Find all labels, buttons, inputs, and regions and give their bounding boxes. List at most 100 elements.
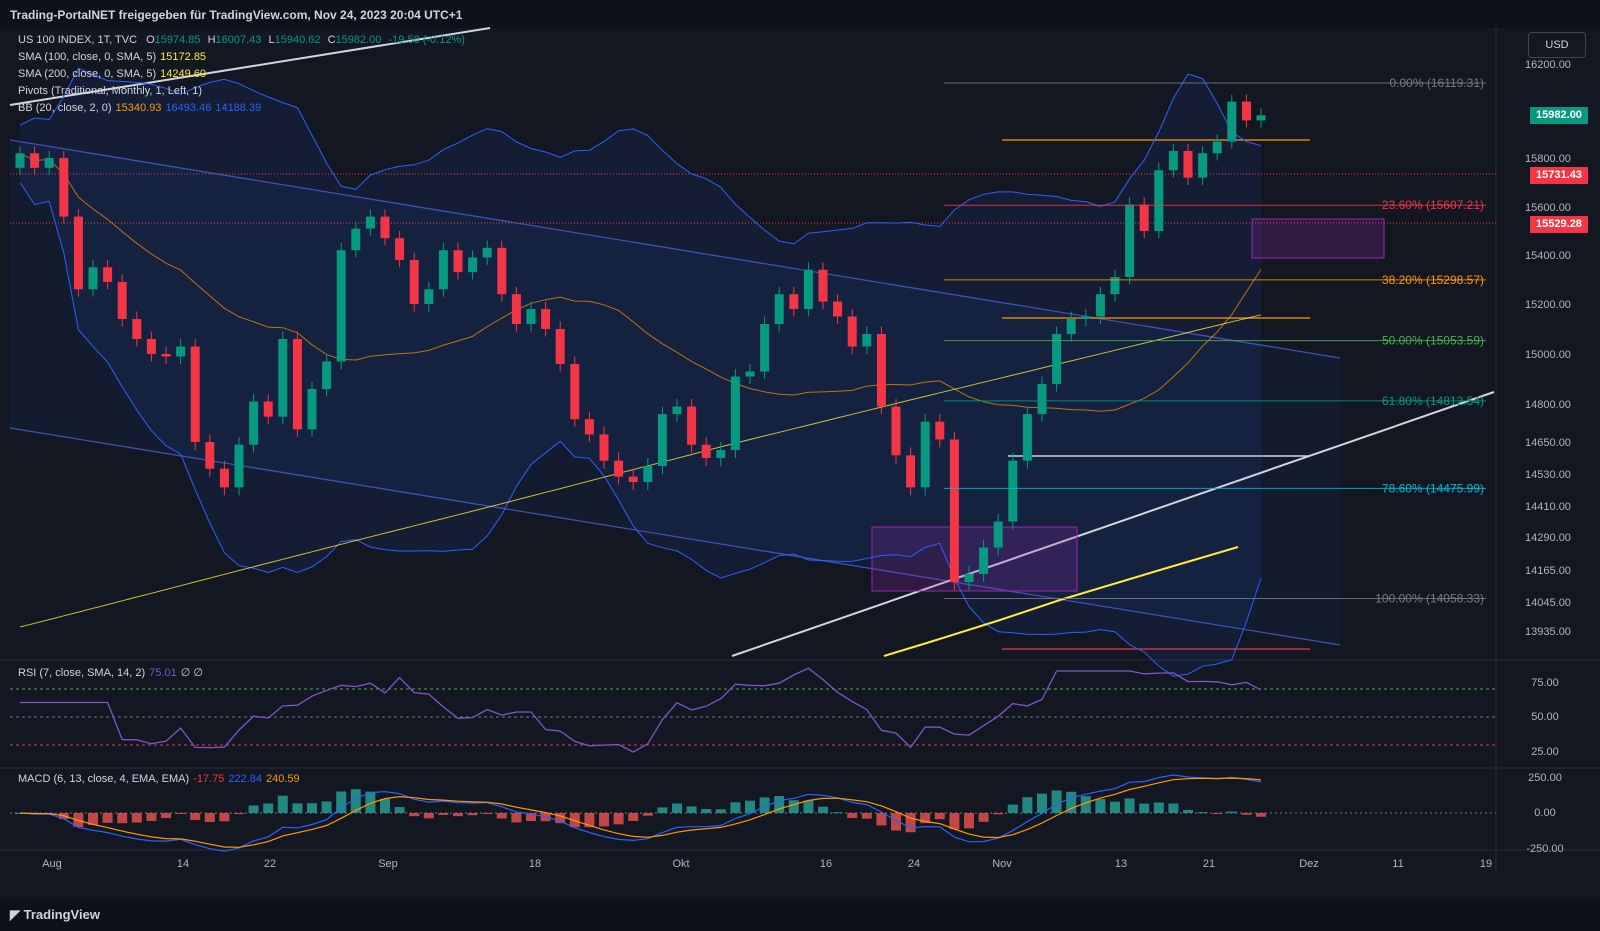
price-axis-label: 14290.00	[1525, 532, 1571, 544]
candle-body	[1227, 101, 1237, 142]
candle-body	[701, 444, 711, 458]
candle-body	[307, 389, 317, 430]
macd-histogram-bar	[1007, 804, 1018, 813]
legend-sma100: SMA (100, close, 0, SMA, 5) 15172.85	[18, 51, 206, 63]
time-axis-label: Sep	[378, 858, 398, 870]
candle-body	[935, 421, 945, 440]
legend-rsi: RSI (7, close, SMA, 14, 2) 75.01 ∅ ∅	[18, 666, 203, 679]
macd-histogram-bar	[1022, 797, 1033, 813]
candle-body	[351, 228, 361, 251]
macd-histogram-bar	[628, 813, 639, 822]
macd-histogram-bar	[832, 812, 843, 814]
legend-o-label: O	[146, 34, 155, 46]
macd-histogram-bar	[891, 813, 901, 831]
time-axis-label: Nov	[992, 858, 1012, 870]
macd-histogram-bar	[701, 809, 712, 813]
candle-body	[336, 250, 346, 362]
candle-body	[380, 216, 390, 239]
macd-histogram-bar	[1226, 811, 1237, 813]
macd-histogram-bar	[788, 800, 799, 813]
sma100-label: SMA (100, close, 0, SMA, 5)	[18, 51, 157, 63]
macd-axis-label: 250.00	[1528, 772, 1562, 784]
macd-histogram-bar	[1256, 813, 1266, 817]
candle-body	[891, 406, 901, 456]
zone-box-lower	[871, 526, 1078, 592]
candle-body	[176, 346, 186, 357]
macd-histogram-bar	[336, 791, 347, 813]
macd-histogram-bar	[1183, 809, 1193, 813]
tradingview-logo-icon: ◤	[10, 907, 24, 922]
macd-histogram-bar	[409, 813, 420, 817]
bollinger-upper-line	[19, 67, 1262, 245]
macd-histogram-bar	[277, 795, 288, 813]
legend-bb: BB (20, close, 2, 0) 15340.93 16493.46 1418…	[18, 102, 261, 114]
candle-body	[263, 401, 273, 417]
macd-line	[19, 774, 1262, 852]
macd-pane	[10, 774, 1496, 852]
macd-histogram-bar	[1124, 798, 1135, 813]
candle-body	[876, 334, 886, 407]
macd-histogram-bar	[438, 813, 449, 815]
price-tag: 15731.43	[1530, 166, 1588, 184]
bollinger-basis-line	[19, 152, 1262, 412]
candle-body	[1052, 334, 1062, 384]
candle-body	[862, 334, 872, 347]
candle-body	[365, 216, 375, 229]
currency-button[interactable]: USD	[1528, 32, 1586, 58]
candle-body	[920, 421, 930, 488]
candle-body	[73, 216, 83, 290]
candle-body	[803, 269, 813, 309]
chart-canvas[interactable]: 0.00% (16119.31) 23.60% (15607.21) 38.20% …	[0, 0, 1600, 900]
candle-body	[1256, 115, 1266, 121]
candle-body	[132, 319, 142, 339]
candle-body	[906, 455, 916, 488]
grid	[0, 28, 1600, 870]
legend-l-label: L	[268, 34, 275, 46]
candle-body	[161, 354, 171, 357]
bb-lower: 14188.39	[215, 102, 262, 114]
macd-histogram-bar	[496, 813, 507, 819]
legend-sma200: SMA (200, close, 0, SMA, 5) 14249.60	[18, 68, 206, 80]
macd-histogram-bar	[1197, 812, 1208, 814]
candle-body	[15, 153, 25, 168]
rsi-axis-label: 75.00	[1531, 677, 1559, 689]
time-axis-label: 13	[1115, 858, 1127, 870]
time-axis-label: 16	[820, 858, 832, 870]
trend-line-top	[9, 27, 491, 106]
rsi-extra: ∅ ∅	[180, 667, 203, 679]
macd-histogram-bar	[730, 802, 741, 813]
macd-histogram-bar	[1051, 790, 1062, 813]
macd-histogram-bar	[584, 813, 595, 828]
fibonacci-levels: 0.00% (16119.31) 23.60% (15607.21) 38.20% …	[944, 76, 1486, 605]
rsi-pane	[10, 667, 1496, 753]
macd-histogram-bar	[263, 803, 274, 813]
macd-histogram-bar	[759, 797, 770, 813]
macd-histogram-bar	[234, 813, 244, 815]
candle-body	[497, 247, 507, 295]
candle-body	[1095, 294, 1105, 317]
candle-body	[541, 309, 551, 329]
legend-pivots: Pivots (Traditional, Monthly, 1, Left, 1…	[18, 85, 202, 97]
fib-level-label: 100.00% (14058.33)	[1375, 591, 1484, 605]
candle-body	[1183, 150, 1193, 178]
macd-histogram-bar	[175, 813, 186, 814]
macd-histogram-bar	[686, 806, 697, 813]
macd-histogram-bar	[1153, 802, 1164, 813]
macd-histogram-bar	[847, 813, 858, 819]
candle-body	[424, 289, 434, 304]
candle-body	[979, 547, 989, 574]
macd-histogram-bar	[818, 806, 828, 813]
candle-body	[482, 247, 492, 258]
macd-histogram-bar	[292, 803, 303, 813]
candle-body	[657, 414, 667, 466]
price-axis-label: 14045.00	[1525, 597, 1571, 609]
candle-body	[1022, 414, 1032, 461]
candle-body	[278, 339, 288, 417]
rsi-value: 75.01	[149, 667, 177, 679]
time-axis-label: 24	[908, 858, 920, 870]
sma200-value: 14249.60	[160, 68, 207, 80]
tradingview-brand: TradingView	[23, 907, 100, 922]
candle-body	[438, 250, 448, 290]
macd-histogram-bar	[365, 791, 376, 813]
candle-body	[1154, 170, 1164, 231]
